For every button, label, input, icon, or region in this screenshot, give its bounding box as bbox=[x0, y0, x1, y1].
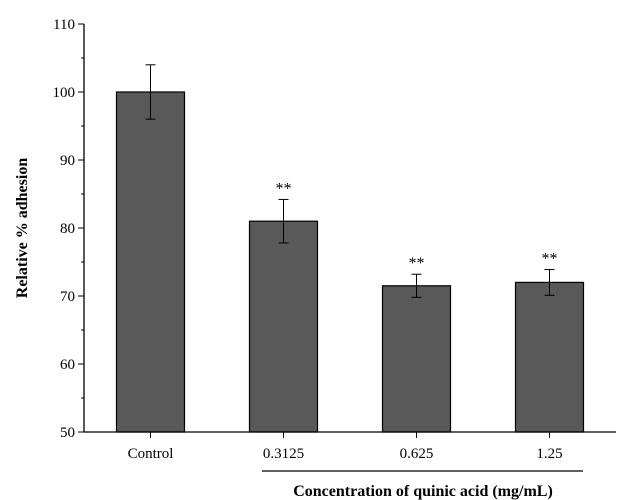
significance-label-3: ** bbox=[542, 250, 558, 267]
bars-group bbox=[115, 91, 585, 433]
x-tick-label-2: 0.625 bbox=[400, 446, 434, 462]
y-tick-label-5: 100 bbox=[53, 85, 76, 101]
bar-1 bbox=[248, 220, 319, 433]
y-axis-title: Relative % adhesion bbox=[14, 158, 31, 299]
x-tick-label-1: 0.3125 bbox=[263, 446, 304, 462]
x-tick-label-3: 1.25 bbox=[536, 446, 562, 462]
significance-label-2: ** bbox=[409, 255, 425, 272]
error-bars-group bbox=[145, 64, 555, 298]
y-tick-label-2: 70 bbox=[60, 289, 75, 305]
x-axis: Control 0.3125 0.625 1.25 bbox=[84, 431, 616, 462]
y-tick-label-4: 90 bbox=[60, 153, 75, 169]
y-axis: 50 60 70 80 90 100 110 bbox=[53, 17, 85, 441]
significance-labels-group: ** ** ** bbox=[276, 180, 558, 272]
x-tick-label-0: Control bbox=[128, 446, 174, 462]
y-tick-label-3: 80 bbox=[60, 221, 75, 237]
y-tick-label-6: 110 bbox=[53, 17, 75, 33]
bar-3 bbox=[514, 281, 585, 433]
bar-0 bbox=[115, 91, 186, 433]
x-axis-title: Concentration of quinic acid (mg/mL) bbox=[293, 483, 553, 500]
y-tick-label-1: 60 bbox=[60, 357, 75, 373]
significance-label-1: ** bbox=[276, 180, 292, 197]
bar-2 bbox=[381, 285, 452, 433]
y-tick-label-0: 50 bbox=[60, 425, 75, 441]
